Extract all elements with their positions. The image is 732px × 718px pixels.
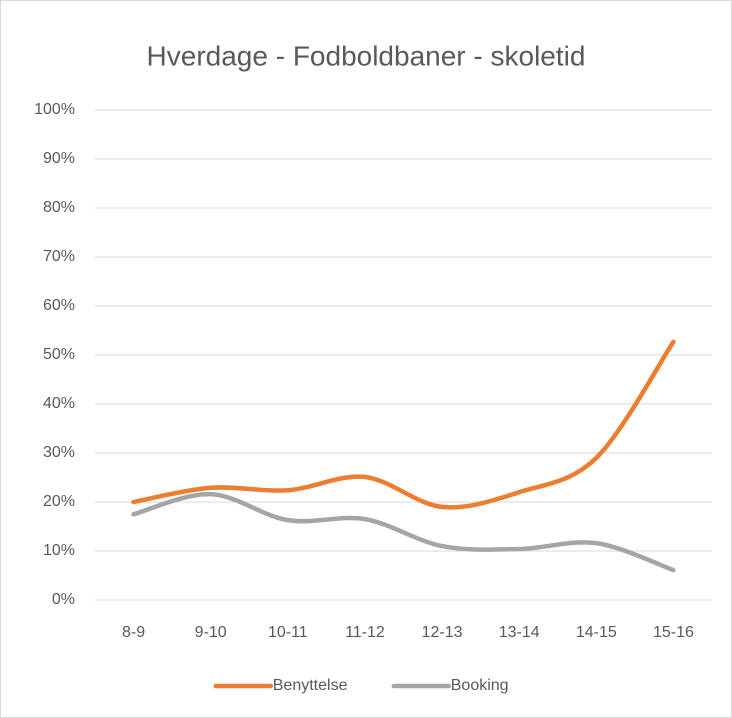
x-tick-label: 15-16 (653, 624, 694, 641)
x-tick-label: 14-15 (576, 624, 617, 641)
x-tick-label: 10-11 (268, 624, 308, 641)
y-tick-label: 100% (34, 101, 75, 118)
x-tick-label: 13-14 (499, 624, 540, 641)
y-tick-label: 10% (43, 542, 75, 559)
y-tick-label: 90% (43, 150, 75, 167)
x-tick-label: 8-9 (122, 624, 145, 641)
chart-title: Hverdage - Fodboldbaner - skoletid (147, 40, 586, 71)
y-tick-label: 80% (43, 199, 75, 216)
y-tick-label: 60% (43, 297, 75, 314)
y-tick-label: 40% (43, 395, 75, 412)
legend-label: Benyttelse (273, 677, 348, 694)
y-tick-label: 50% (43, 346, 75, 363)
series-line (131, 339, 676, 510)
y-tick-label: 0% (52, 591, 75, 608)
x-tick-label: 9-10 (195, 624, 227, 641)
x-tick-label: 12-13 (422, 624, 463, 641)
y-tick-label: 20% (43, 493, 75, 510)
y-tick-label: 30% (43, 444, 75, 461)
series-line (131, 491, 676, 573)
y-tick-label: 70% (43, 248, 75, 265)
x-tick-label: 11-12 (345, 624, 385, 641)
legend-label: Booking (451, 677, 509, 694)
